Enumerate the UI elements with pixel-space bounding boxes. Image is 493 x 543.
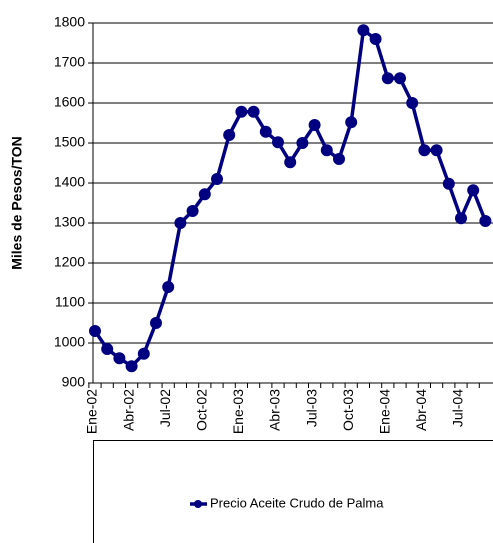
data-point <box>357 24 370 37</box>
data-point <box>381 72 394 85</box>
data-point <box>223 129 236 141</box>
x-tick-label: Ene-03 <box>230 389 246 434</box>
legend-box <box>93 440 493 543</box>
y-tick-label: 1600 <box>54 94 85 110</box>
y-tick-label: 900 <box>62 374 86 390</box>
data-point <box>247 105 260 118</box>
data-point <box>174 217 187 229</box>
data-point <box>259 125 272 138</box>
data-point <box>467 184 480 197</box>
y-tick-label: 1500 <box>54 134 85 150</box>
data-point <box>442 177 455 190</box>
data-point <box>369 33 382 45</box>
data-point <box>235 105 248 118</box>
x-tick-label: Jul-04 <box>450 389 466 427</box>
data-point <box>101 343 114 355</box>
y-axis-label: Miles de Pesos/TON <box>9 136 25 270</box>
data-point <box>113 352 126 365</box>
data-point <box>394 72 406 85</box>
data-point <box>211 173 223 185</box>
data-point <box>406 97 419 109</box>
data-point <box>430 144 443 157</box>
data-point <box>162 281 175 293</box>
data-point <box>479 215 492 227</box>
y-tick-label: 1400 <box>54 174 85 190</box>
data-point <box>150 317 162 329</box>
x-tick-label: Abr-02 <box>120 389 136 431</box>
legend-marker <box>194 500 202 508</box>
x-tick-label: Abr-03 <box>267 389 283 431</box>
x-tick-label: Jul-02 <box>157 389 173 427</box>
y-tick-label: 1700 <box>54 54 85 70</box>
x-tick-label: Ene-02 <box>84 389 100 434</box>
y-tick-label: 1800 <box>54 14 85 30</box>
data-point <box>89 325 101 337</box>
legend-label: Precio Aceite Crudo de Palma <box>210 495 384 510</box>
data-point <box>418 144 431 157</box>
series-line <box>93 27 488 369</box>
data-point <box>137 347 150 360</box>
data-point <box>198 188 211 201</box>
data-point <box>186 205 199 217</box>
data-point <box>455 212 467 225</box>
data-point <box>345 116 358 129</box>
y-tick-label: 1100 <box>55 294 85 310</box>
data-point <box>296 137 309 149</box>
data-point <box>272 136 284 149</box>
data-point <box>125 360 138 373</box>
data-point <box>284 156 297 169</box>
x-tick-label: Abr-04 <box>413 389 429 431</box>
data-point <box>308 119 321 131</box>
y-tick-label: 1200 <box>54 254 85 270</box>
data-point <box>320 144 333 157</box>
x-tick-label: Ene-04 <box>377 389 393 434</box>
x-tick-label: Oct-03 <box>340 389 356 431</box>
y-tick-label: 1300 <box>54 214 85 230</box>
y-tick-label: 1000 <box>54 334 85 350</box>
x-tick-label: Jul-03 <box>303 389 319 427</box>
data-point <box>333 153 345 165</box>
x-tick-label: Oct-02 <box>194 389 210 431</box>
